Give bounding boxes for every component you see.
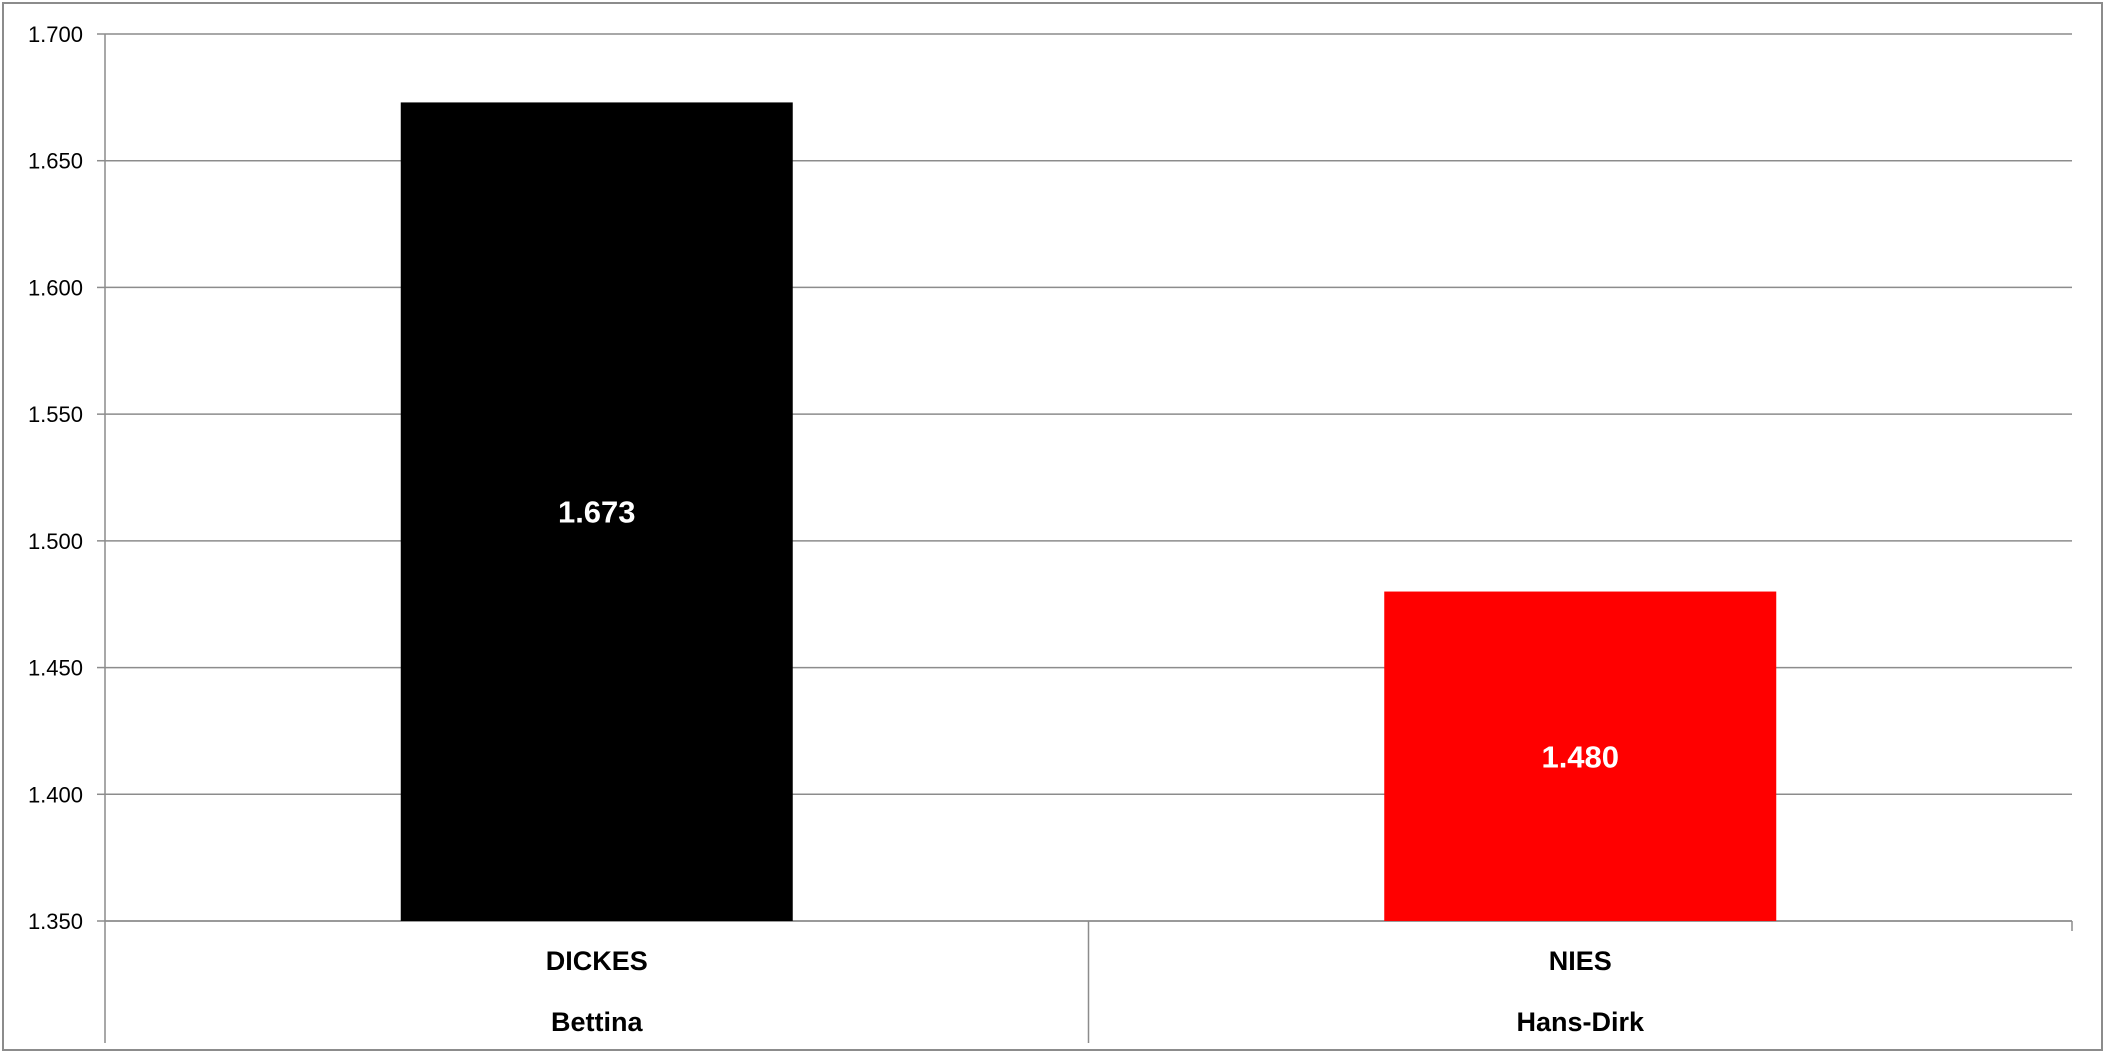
y-tick-label: 1.650: [28, 149, 83, 174]
x-category-sublabel: Bettina: [551, 1007, 643, 1037]
y-tick-label: 1.600: [28, 275, 83, 300]
x-category-label: NIES: [1549, 946, 1612, 976]
bar: [1384, 591, 1777, 921]
labels: 1.350 1.400 1.450 1.500 1.550 1.600 1.650 1.700…: [28, 22, 1645, 1037]
x-category-label: DICKES: [546, 946, 648, 976]
y-tick-label: 1.450: [28, 656, 83, 681]
bar: [400, 102, 793, 921]
data-label: 1.480: [1541, 739, 1619, 774]
y-tick-label: 1.700: [28, 22, 83, 47]
x-category-sublabel: Hans-Dirk: [1516, 1007, 1645, 1037]
data-label: 1.673: [558, 495, 636, 530]
y-tick-label: 1.500: [28, 529, 83, 554]
y-tick-label: 1.550: [28, 402, 83, 427]
y-tick-label: 1.400: [28, 782, 83, 807]
gridlines: [105, 33, 2072, 922]
bars: [400, 102, 1777, 921]
y-tick-label: 1.350: [28, 909, 83, 934]
